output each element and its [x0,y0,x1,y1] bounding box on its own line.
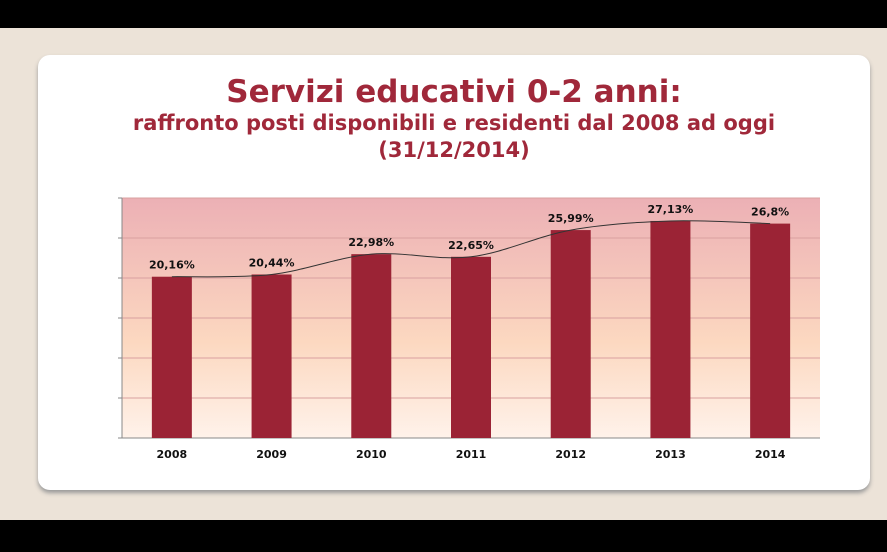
x-tick-label: 2011 [456,448,487,461]
bar [750,223,791,438]
value-label: 25,99% [548,212,594,225]
x-tick-label: 2009 [256,448,287,461]
value-label: 20,16% [149,259,195,272]
trendline [171,220,771,278]
bar [351,254,392,438]
value-label: 27,13% [648,203,694,216]
value-label: 22,98% [348,236,394,249]
value-label: 20,44% [249,256,295,269]
x-tick-label: 2010 [356,448,387,461]
x-tick-label: 2014 [755,448,786,461]
value-label: 26,8% [751,206,789,219]
value-label: 22,65% [448,239,494,252]
title: Servizi educativi 0-2 anni: [226,74,682,110]
bottom-band [0,520,887,552]
x-tick-label: 2013 [655,448,686,461]
x-tick-label: 2012 [555,448,586,461]
bar [251,274,292,438]
bar [550,230,591,438]
top-band [0,0,887,28]
bar [151,276,192,438]
subtitle: raffronto posti disponibili e residenti … [132,111,776,162]
x-tick-label: 2008 [157,448,188,461]
bar [650,220,691,438]
bar [451,256,491,438]
